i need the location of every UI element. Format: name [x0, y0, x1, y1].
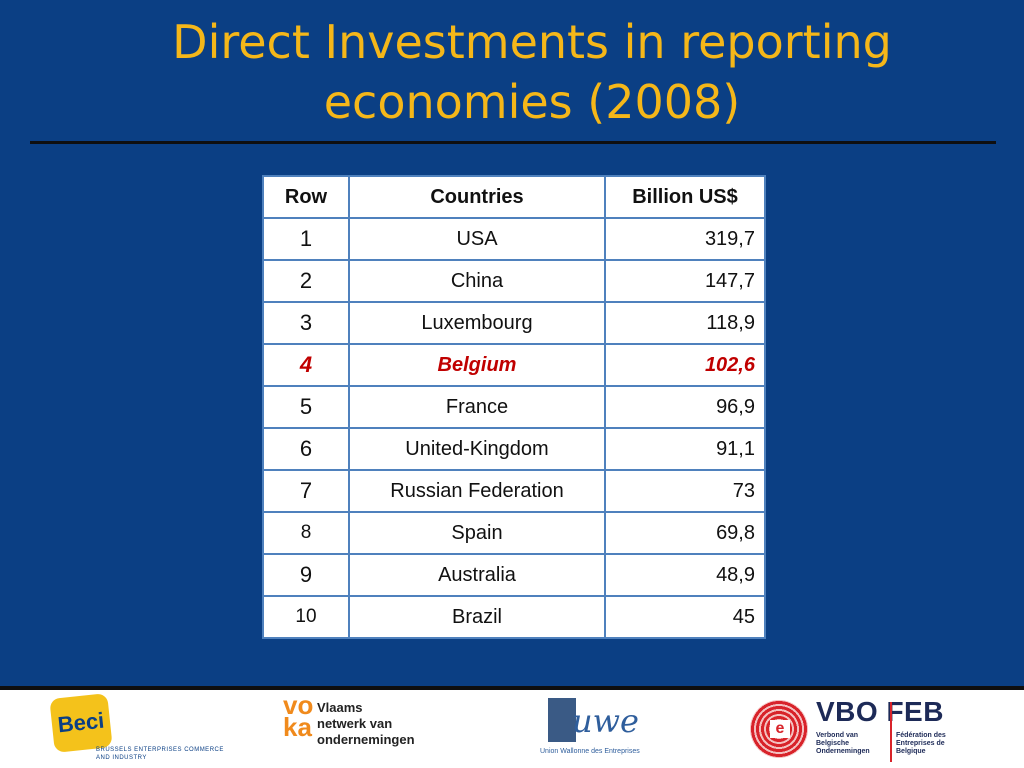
footer-divider — [0, 686, 1024, 690]
country-name: United-Kingdom — [348, 427, 606, 471]
row-number: 5 — [262, 385, 350, 429]
title-divider — [30, 141, 996, 144]
header-billion-usd: Billion US$ — [604, 175, 766, 219]
row-number: 9 — [262, 553, 350, 597]
row-number: 3 — [262, 301, 350, 345]
table-row-highlighted: 4 Belgium 102,6 — [262, 343, 766, 387]
row-number: 4 — [262, 343, 350, 387]
slide-background: Direct Investments in reporting economie… — [0, 0, 1024, 686]
beci-badge: Beci — [49, 693, 113, 753]
uwe-logo: uwe Union Wallonne des Entreprises — [540, 694, 660, 764]
beci-logo: Beci BRUSSELS ENTERPRISES COMMERCE AND I… — [49, 693, 223, 764]
table-row: 8 Spain 69,8 — [262, 511, 766, 555]
investment-value: 319,7 — [604, 217, 766, 261]
feb-french-text: Fédération des Entreprises de Belgique — [896, 732, 946, 755]
e-mark-icon: e — [770, 720, 790, 738]
row-number: 8 — [262, 511, 350, 555]
country-name: Luxembourg — [348, 301, 606, 345]
header-countries: Countries — [348, 175, 606, 219]
globe-icon: e — [750, 700, 808, 758]
row-number: 2 — [262, 259, 350, 303]
investment-value: 91,1 — [604, 427, 766, 471]
row-number: 6 — [262, 427, 350, 471]
voka-mark: vo ka — [283, 690, 314, 742]
vbo-feb-logo: e VBO FEB Verbond van Belgische Ondernem… — [750, 694, 1010, 766]
voka-line-2: netwerk van — [317, 716, 393, 731]
investment-value: 147,7 — [604, 259, 766, 303]
country-name: Belgium — [348, 343, 606, 387]
country-name: USA — [348, 217, 606, 261]
voka-text: Vlaams netwerk van ondernemingen — [317, 700, 415, 748]
country-name: Russian Federation — [348, 469, 606, 513]
vbo-dutch-text: Verbond van Belgische Ondernemingen — [816, 732, 870, 755]
table-header-row: Row Countries Billion US$ — [262, 175, 766, 219]
table-row: 3 Luxembourg 118,9 — [262, 301, 766, 345]
header-row: Row — [262, 175, 350, 219]
country-name: China — [348, 259, 606, 303]
table-row: 10 Brazil 45 — [262, 595, 766, 639]
investment-value: 48,9 — [604, 553, 766, 597]
slide-title: Direct Investments in reporting economie… — [60, 12, 1004, 132]
investment-value: 118,9 — [604, 301, 766, 345]
uwe-mark: uwe — [572, 702, 639, 740]
investment-value: 73 — [604, 469, 766, 513]
voka-logo: vo ka Vlaams netwerk van ondernemingen — [283, 690, 463, 764]
row-number: 1 — [262, 217, 350, 261]
table-row: 5 France 96,9 — [262, 385, 766, 429]
table-row: 7 Russian Federation 73 — [262, 469, 766, 513]
voka-line-1: Vlaams — [317, 700, 363, 715]
row-number: 7 — [262, 469, 350, 513]
row-number: 10 — [262, 595, 350, 639]
uwe-block-icon — [548, 698, 576, 742]
title-line-2: economies (2008) — [323, 75, 741, 129]
investment-value: 69,8 — [604, 511, 766, 555]
investment-value: 102,6 — [604, 343, 766, 387]
table-row: 6 United-Kingdom 91,1 — [262, 427, 766, 471]
table-row: 9 Australia 48,9 — [262, 553, 766, 597]
beci-tagline: BRUSSELS ENTERPRISES COMMERCE AND INDUST… — [96, 747, 224, 761]
title-line-1: Direct Investments in reporting — [172, 15, 892, 69]
country-name: Brazil — [348, 595, 606, 639]
investments-table: Row Countries Billion US$ 1 USA 319,7 2 … — [262, 175, 766, 639]
vbo-feb-mark: VBO FEB — [816, 696, 944, 727]
table-row: 2 China 147,7 — [262, 259, 766, 303]
table-row: 1 USA 319,7 — [262, 217, 766, 261]
country-name: Spain — [348, 511, 606, 555]
investment-value: 45 — [604, 595, 766, 639]
logo-footer: Beci BRUSSELS ENTERPRISES COMMERCE AND I… — [0, 690, 1024, 768]
country-name: France — [348, 385, 606, 429]
uwe-tagline: Union Wallonne des Entreprises — [540, 748, 640, 755]
country-name: Australia — [348, 553, 606, 597]
voka-line-3: ondernemingen — [317, 732, 415, 747]
vbo-divider — [890, 702, 892, 762]
investment-value: 96,9 — [604, 385, 766, 429]
